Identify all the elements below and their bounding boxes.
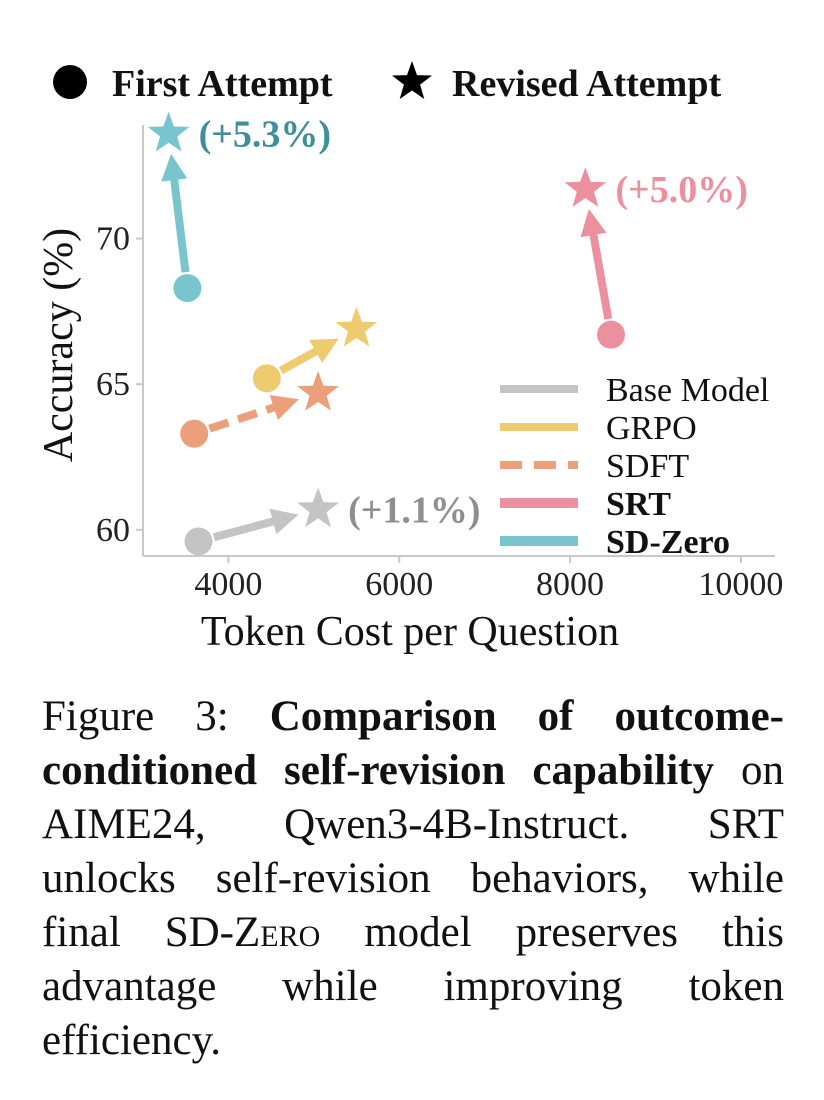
series-layer [147,111,626,556]
first-attempt-point-grpo [252,364,281,393]
y-axis-label: Accuracy (%) [36,228,82,462]
y-tick-label: 70 [96,221,130,258]
arrow-sdft [208,394,299,433]
x-axis-label: Token Cost per Question [201,609,619,655]
first-attempt-point-srt [597,320,626,349]
arrow-base-model [212,508,299,542]
revised-attempt-point-srt [564,167,607,207]
scatter-chart: First Attempt Revised Attempt 4000 6000 800… [36,61,783,655]
annotation-layer: (+1.1%) (+5.0%) (+5.3%) [199,114,748,532]
caption-model-name: SD-Zero [164,909,321,956]
legend-label-sdft: SDFT [606,448,689,485]
marker-legend: First Attempt Revised Attempt [53,61,721,105]
x-tick-label: 8000 [536,566,604,603]
arrow-srt [580,209,613,320]
revised-attempt-point-sd-zero [147,111,190,152]
caption-text-2: model preserves this advantage while imp… [42,909,784,1064]
series-srt [564,167,626,349]
annotation-base-model: (+1.1%) [348,489,480,531]
revised-attempt-point-sdft [297,370,339,411]
series-grpo [252,306,378,393]
series-base-model [184,487,339,556]
x-tick-label: 4000 [194,566,262,603]
series-sdft [180,370,339,448]
legend-label-srt: SRT [606,486,671,523]
legend-label-grpo: GRPO [606,410,697,447]
caption-text-1: on AIME24, Qwen3-4B-Instruct. SRT unlock… [42,747,784,956]
legend-label-first-attempt: First Attempt [112,63,333,105]
y-tick-label: 60 [96,512,130,549]
legend-star-marker [392,61,432,99]
figure: First Attempt Revised Attempt 4000 6000 800… [36,61,783,655]
legend-label-base-model: Base Model [606,372,769,409]
annotation-srt: (+5.0%) [615,169,747,211]
y-tick-label: 65 [96,366,130,403]
revised-attempt-point-base-model [297,487,339,528]
legend-circle-marker [53,65,87,99]
legend-label-sd-zero: SD-Zero [606,524,730,561]
first-attempt-point-sd-zero [173,274,202,303]
legend-label-revised-attempt: Revised Attempt [452,63,721,105]
figure-caption: Figure 3: Comparison of outcome-conditio… [42,690,784,1068]
x-tick-label: 10000 [698,566,783,603]
arrow-grpo [278,338,339,375]
revised-attempt-point-grpo [335,306,378,347]
caption-title: Comparison of outcome-conditioned self-r… [42,693,784,794]
x-tick-label: 6000 [365,566,433,603]
caption-figure-label: Figure 3: [42,693,229,740]
first-attempt-point-base-model [184,527,213,556]
arrow-sd-zero [161,153,190,273]
series-sd-zero [147,111,202,303]
axes: 4000 6000 8000 10000 60 65 70 Token Cost per Qu… [36,125,783,655]
annotation-sd-zero: (+5.3%) [199,114,331,156]
first-attempt-point-sdft [180,419,209,448]
